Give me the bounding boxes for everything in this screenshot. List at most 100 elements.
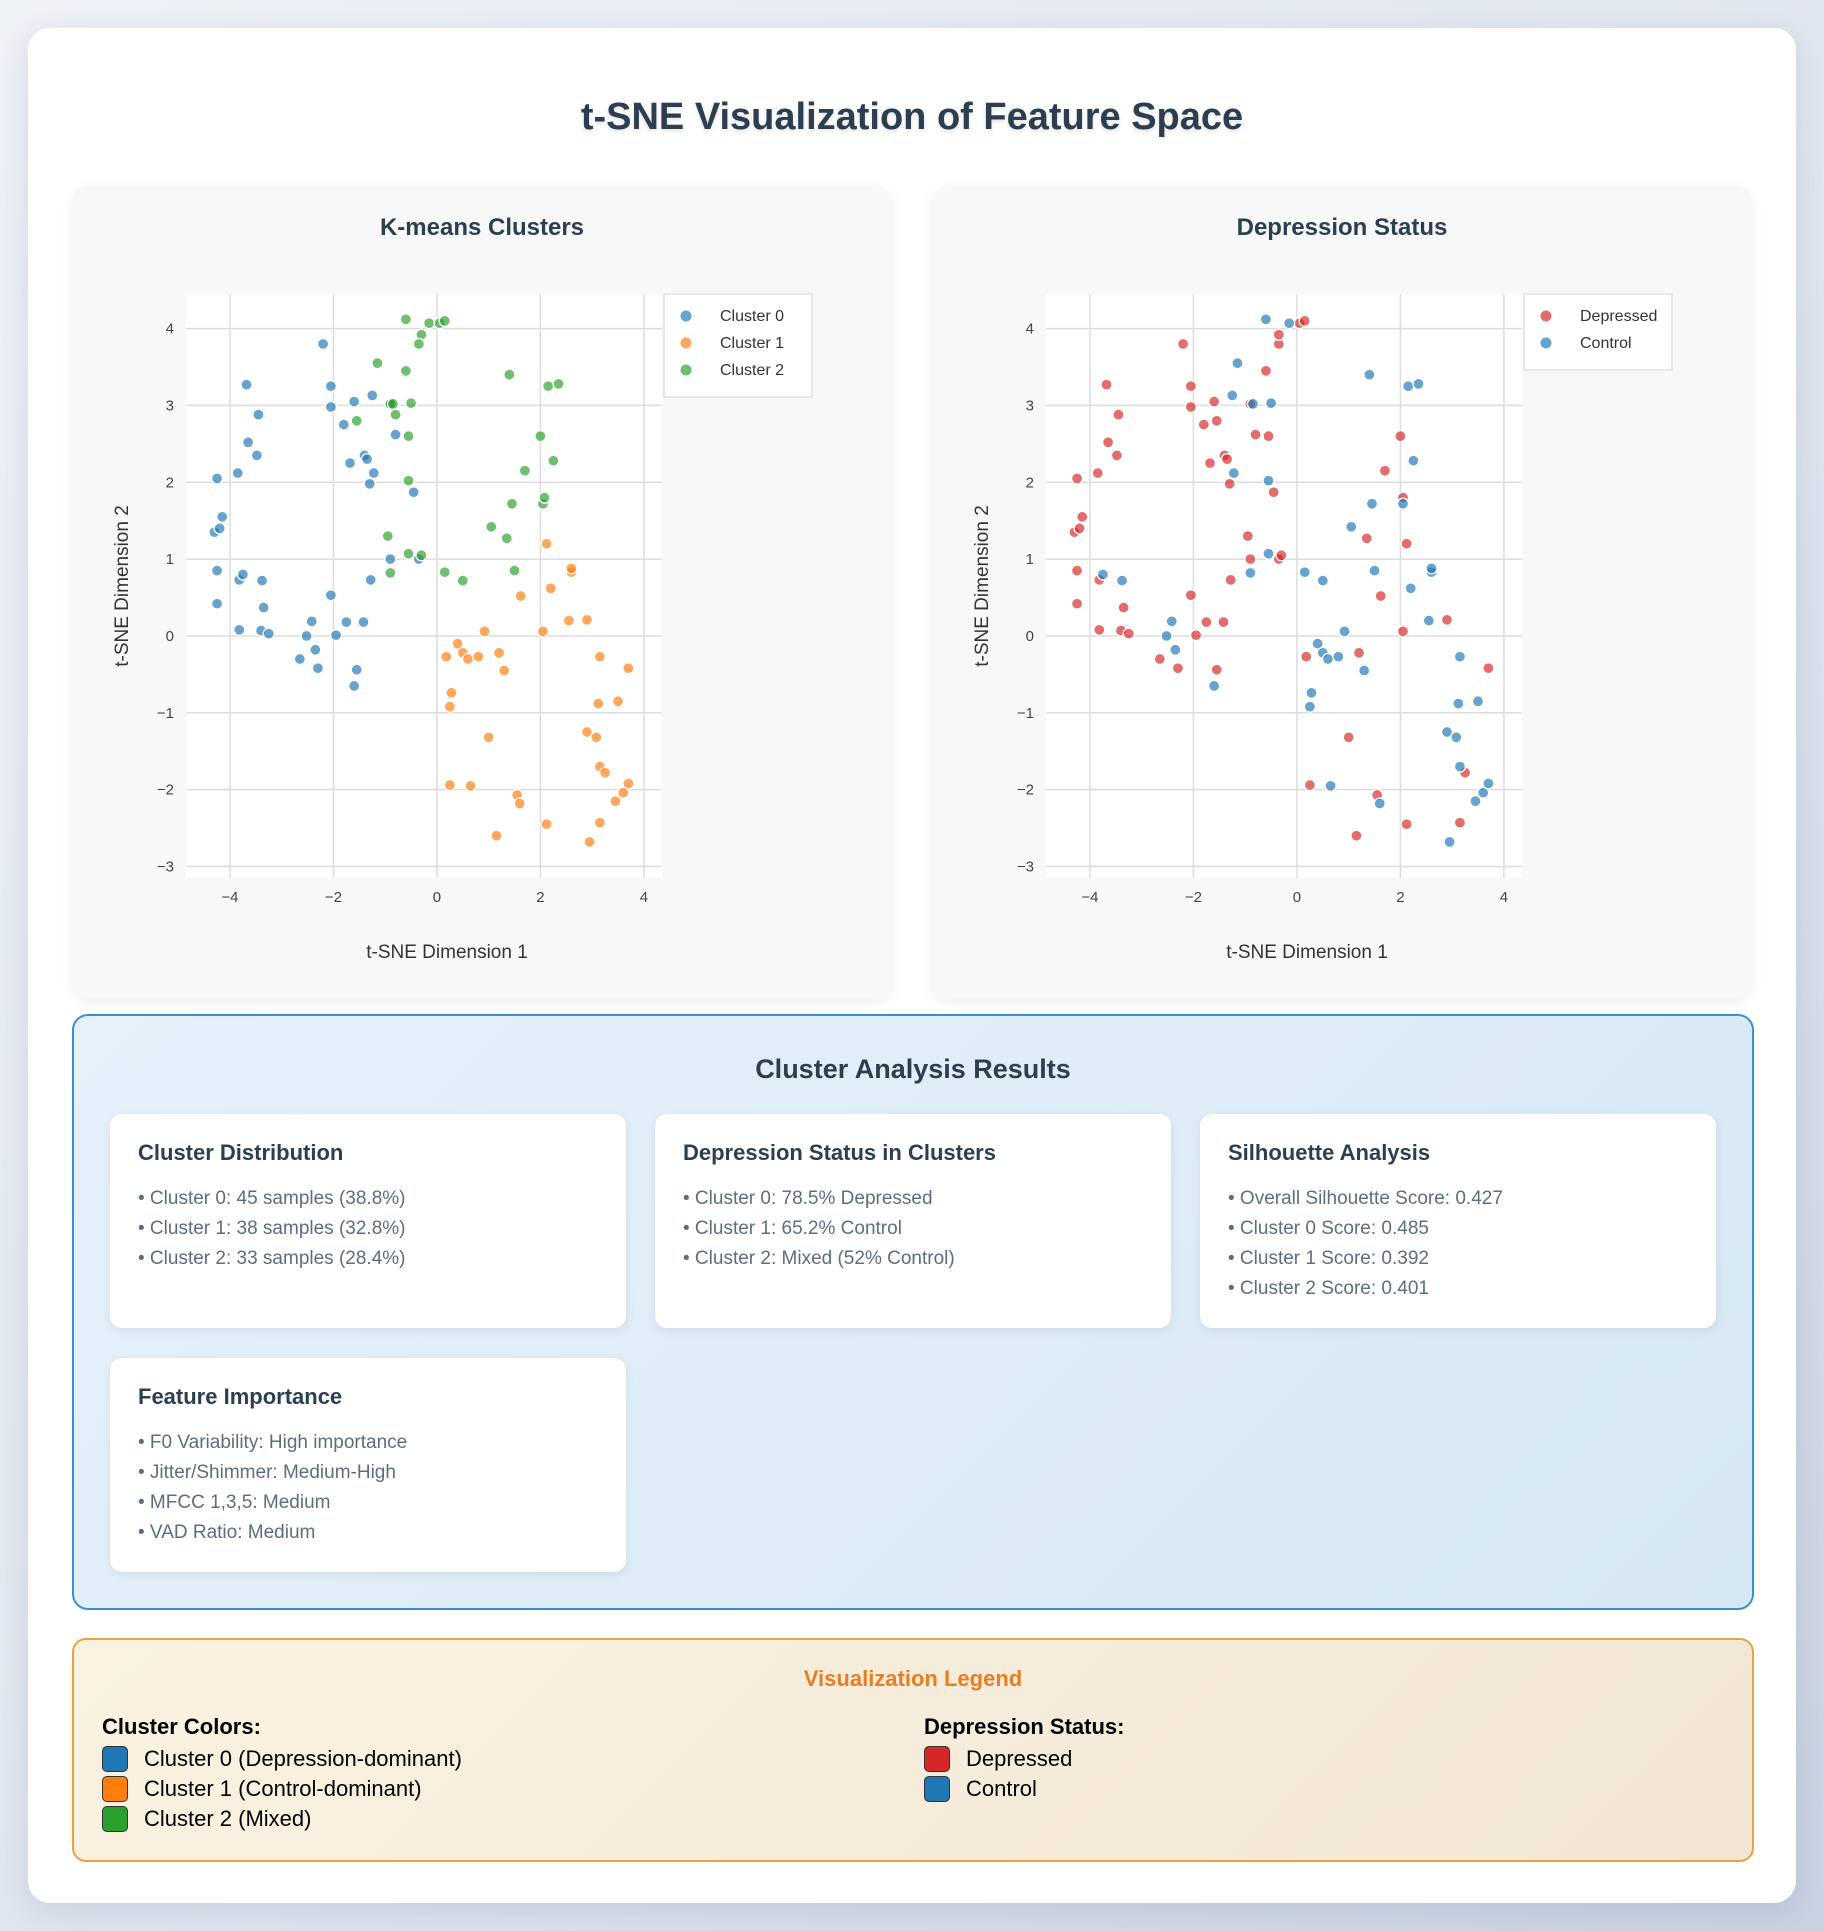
y-tick-label: −2 — [1017, 782, 1034, 799]
data-point — [1311, 637, 1324, 650]
plot-area — [186, 294, 662, 878]
data-point — [1298, 566, 1311, 579]
data-point — [518, 464, 532, 477]
data-point — [1176, 337, 1190, 351]
data-point — [389, 408, 402, 421]
data-point — [366, 389, 379, 402]
y-tick-label: −1 — [1017, 705, 1034, 722]
data-point — [1208, 395, 1221, 408]
legend-label: Control — [966, 1776, 1037, 1801]
x-tick-label: −4 — [1081, 889, 1098, 906]
data-point — [565, 562, 578, 575]
data-point — [364, 573, 377, 587]
color-swatch — [102, 1776, 128, 1802]
legend-item: Cluster 2 (Mixed) — [102, 1804, 462, 1834]
y-tick-label: 4 — [1026, 321, 1034, 338]
data-point — [262, 627, 275, 640]
legend-item: Cluster 0 (Depression-dominant) — [102, 1744, 462, 1774]
card-list: • F0 Variability: High importance • Jitt… — [138, 1428, 407, 1548]
data-point — [350, 663, 363, 676]
data-point — [1400, 537, 1413, 550]
x-tick-label: −2 — [325, 889, 342, 906]
data-point — [1400, 818, 1413, 831]
data-point — [309, 643, 322, 656]
y-tick-label: 3 — [1026, 397, 1034, 414]
data-point — [257, 601, 270, 614]
data-point — [305, 615, 318, 628]
y-tick-label: 0 — [166, 628, 174, 645]
x-tick-label: −4 — [221, 889, 238, 906]
data-point — [1396, 497, 1410, 510]
data-point — [363, 477, 376, 490]
data-point — [1217, 615, 1230, 629]
data-point — [1259, 364, 1273, 377]
data-point — [1184, 589, 1198, 602]
data-point — [1262, 430, 1275, 443]
card-list: • Overall Silhouette Score: 0.427 • Clus… — [1228, 1184, 1503, 1304]
data-point — [1184, 400, 1198, 414]
data-point — [412, 337, 425, 351]
data-point — [592, 697, 605, 710]
data-point — [1275, 549, 1288, 562]
color-swatch — [924, 1776, 950, 1802]
data-point — [1368, 564, 1381, 577]
data-point — [562, 614, 576, 627]
data-point — [1425, 562, 1438, 575]
data-point — [213, 522, 226, 535]
legend-label: Cluster 2 (Mixed) — [144, 1806, 312, 1831]
data-point — [1262, 547, 1275, 560]
data-point — [311, 662, 325, 675]
data-point — [1283, 317, 1296, 330]
data-point — [1091, 466, 1104, 480]
data-point — [340, 615, 353, 629]
data-point — [1338, 625, 1351, 638]
list-item: • Cluster 1: 38 samples (32.8%) — [138, 1218, 406, 1239]
data-point — [1262, 474, 1275, 487]
page-container: t-SNE Visualization of Feature Space K-m… — [28, 28, 1796, 1903]
data-point — [210, 472, 224, 485]
info-card-silhouette: Silhouette Analysis • Overall Silhouette… — [1200, 1114, 1716, 1328]
legend-marker — [1540, 337, 1552, 349]
data-point — [1443, 835, 1456, 849]
data-point — [423, 317, 436, 330]
data-point — [1365, 497, 1379, 510]
legend-item: Cluster 1 (Control-dominant) — [102, 1774, 462, 1804]
data-point — [210, 564, 224, 577]
data-point — [1316, 574, 1329, 587]
data-point — [1169, 643, 1182, 656]
data-point — [1440, 725, 1454, 739]
data-point — [1115, 574, 1129, 587]
y-tick-label: 4 — [166, 321, 174, 338]
data-point — [236, 568, 250, 581]
data-point — [402, 474, 415, 487]
data-point — [1197, 418, 1210, 431]
data-point — [1096, 568, 1110, 581]
data-point — [250, 449, 264, 462]
data-point — [252, 408, 265, 421]
data-point — [233, 623, 246, 636]
x-axis-label: t-SNE Dimension 1 — [366, 942, 528, 963]
data-point — [337, 418, 350, 431]
color-swatch — [102, 1746, 128, 1772]
data-point — [384, 552, 397, 566]
data-point — [1223, 477, 1236, 490]
data-point — [1452, 697, 1465, 710]
data-point — [440, 650, 453, 663]
data-point — [611, 695, 625, 708]
data-point — [1321, 652, 1335, 666]
data-point — [324, 400, 338, 414]
list-item: • Cluster 2: 33 samples (28.4%) — [138, 1248, 406, 1269]
legend-label: Cluster 2 — [720, 362, 784, 379]
info-card-cluster-distribution: Cluster Distribution • Cluster 0: 45 sam… — [110, 1114, 626, 1328]
y-axis-label: t-SNE Dimension 2 — [972, 505, 993, 667]
legend-title: Visualization Legend — [803, 1666, 1023, 1691]
data-point — [622, 777, 635, 790]
data-point — [350, 414, 363, 427]
data-point — [240, 378, 253, 391]
data-point — [343, 456, 357, 470]
data-point — [593, 650, 607, 663]
list-item: • VAD Ratio: Medium — [138, 1522, 316, 1543]
data-point — [451, 637, 464, 650]
data-point — [1224, 573, 1237, 587]
data-point — [404, 396, 418, 410]
